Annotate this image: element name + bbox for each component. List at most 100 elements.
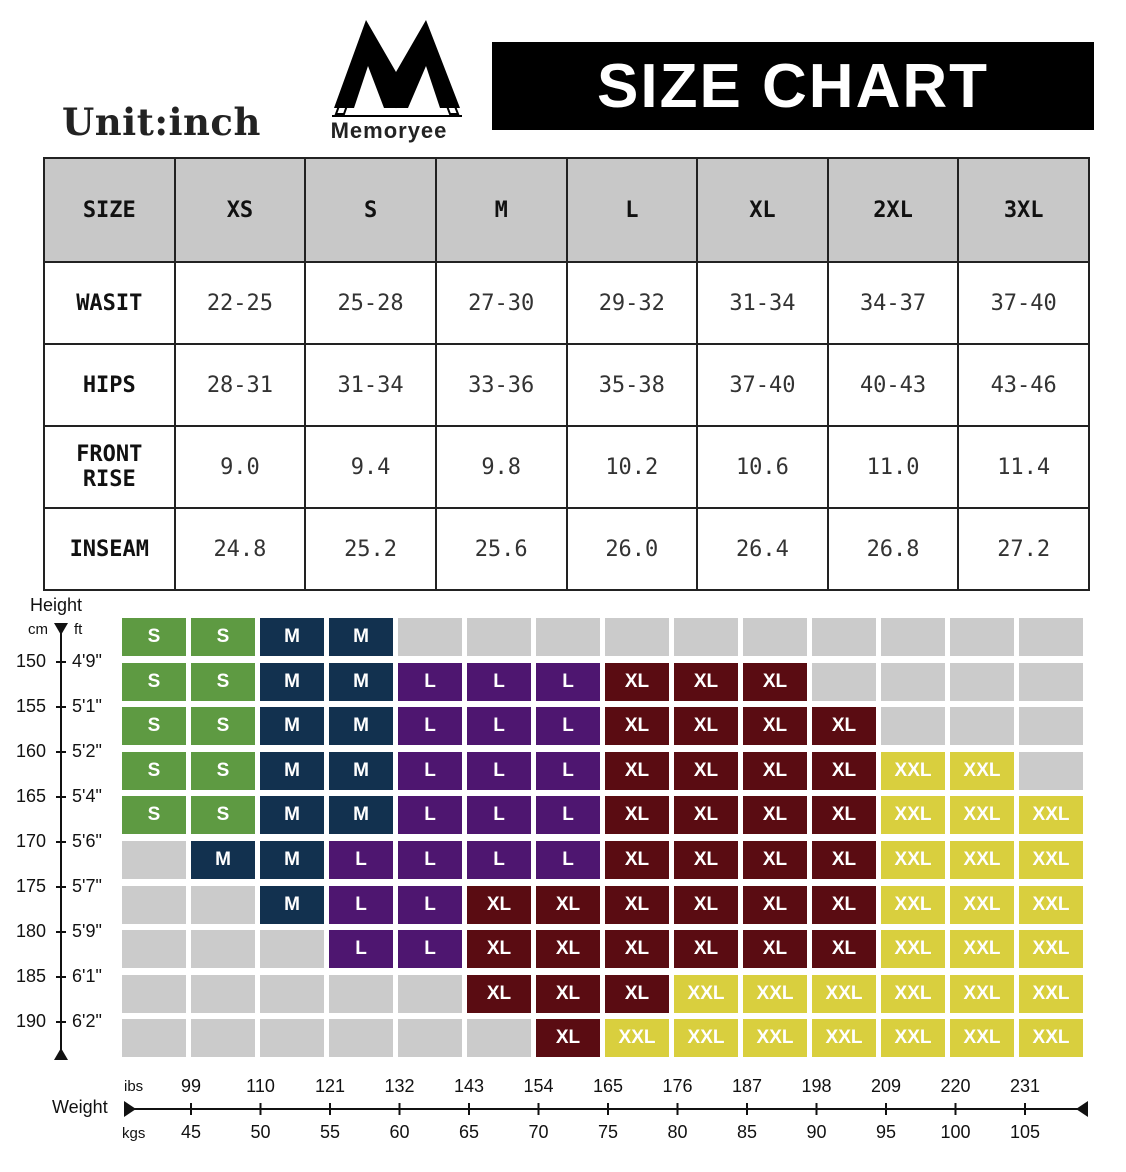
height-cm-label: 170 bbox=[16, 831, 47, 851]
size-cell: M bbox=[329, 707, 393, 746]
empty-cell bbox=[122, 885, 186, 924]
empty-cell bbox=[950, 707, 1014, 746]
empty-cell bbox=[743, 618, 807, 656]
size-cell: XXL bbox=[950, 885, 1014, 924]
empty-cell bbox=[122, 1019, 186, 1058]
size-cell: M bbox=[260, 662, 324, 701]
empty-cell bbox=[191, 885, 255, 924]
size-cell: XXL bbox=[881, 751, 945, 790]
empty-cell bbox=[191, 930, 255, 969]
row-label: HIPS bbox=[43, 343, 176, 427]
height-cm-label: 165 bbox=[16, 786, 47, 806]
empty-cell bbox=[881, 707, 945, 746]
size-cell: M bbox=[329, 796, 393, 835]
size-cell: S bbox=[122, 751, 186, 790]
table-header-cell: 3XL bbox=[957, 157, 1090, 263]
empty-cell bbox=[191, 1019, 255, 1058]
size-cell: XL bbox=[605, 974, 669, 1013]
height-ft-label: 6'1" bbox=[72, 966, 102, 986]
empty-cell bbox=[467, 1019, 531, 1058]
size-cell: S bbox=[122, 707, 186, 746]
empty-cell bbox=[674, 618, 738, 656]
weight-kgs-label: 100 bbox=[940, 1122, 971, 1142]
size-cell: XL bbox=[743, 930, 807, 969]
height-tick bbox=[56, 661, 66, 663]
table-header-cell: 2XL bbox=[826, 157, 960, 263]
size-cell: XL bbox=[536, 885, 600, 924]
size-cell: L bbox=[398, 930, 462, 969]
size-cell: L bbox=[467, 796, 531, 835]
empty-cell bbox=[398, 974, 462, 1013]
size-cell: XL bbox=[743, 751, 807, 790]
weight-axis-line bbox=[124, 1101, 1088, 1117]
size-cell: XL bbox=[812, 841, 876, 879]
size-cell: XL bbox=[605, 662, 669, 701]
height-cm-label: 150 bbox=[16, 651, 47, 671]
size-cell: XL bbox=[467, 930, 531, 969]
size-cell: XXL bbox=[674, 974, 738, 1013]
weight-kgs-label: 45 bbox=[180, 1122, 202, 1142]
size-cell: L bbox=[329, 930, 393, 969]
size-cell: M bbox=[260, 841, 324, 879]
table-cell: 9.8 bbox=[434, 425, 568, 509]
size-cell: M bbox=[329, 662, 393, 701]
size-cell: XL bbox=[674, 662, 738, 701]
weight-kgs-label: 60 bbox=[389, 1122, 410, 1142]
size-cell: L bbox=[467, 662, 531, 701]
empty-cell bbox=[122, 841, 186, 879]
size-cell: M bbox=[260, 618, 324, 656]
empty-cell bbox=[1019, 707, 1083, 746]
weight-kgs-label: 50 bbox=[250, 1122, 271, 1142]
table-cell: 28-31 bbox=[173, 343, 307, 427]
empty-cell bbox=[329, 974, 393, 1013]
empty-cell bbox=[1019, 751, 1083, 790]
size-cell: XL bbox=[536, 1019, 600, 1058]
height-ft-label: 5'7" bbox=[72, 876, 102, 896]
empty-cell bbox=[812, 662, 876, 701]
height-tick bbox=[56, 886, 66, 888]
size-cell: XXL bbox=[743, 1019, 807, 1058]
table-cell: 27-30 bbox=[434, 261, 568, 345]
table-row: FRONT RISE 9.0 9.4 9.8 10.2 10.6 11.0 11… bbox=[43, 425, 1090, 509]
table-header-row: SIZE XS S M L XL 2XL 3XL bbox=[43, 157, 1090, 263]
size-cell: XXL bbox=[881, 885, 945, 924]
weight-lbs-label: 99 bbox=[180, 1076, 202, 1096]
height-ft-label: 5'9" bbox=[72, 921, 102, 941]
size-cell: S bbox=[191, 662, 255, 701]
height-axis-line bbox=[54, 623, 68, 1060]
empty-cell bbox=[329, 1019, 393, 1058]
empty-cell bbox=[122, 974, 186, 1013]
empty-cell bbox=[950, 662, 1014, 701]
size-cell: XL bbox=[743, 707, 807, 746]
size-cell: XL bbox=[674, 796, 738, 835]
size-cell: XXL bbox=[881, 1019, 945, 1058]
weight-lbs-label: 121 bbox=[314, 1076, 346, 1096]
row-label: INSEAM bbox=[43, 507, 176, 591]
size-measurement-table: SIZE XS S M L XL 2XL 3XL WASIT 22-25 25-… bbox=[43, 157, 1090, 591]
table-row: WASIT 22-25 25-28 27-30 29-32 31-34 34-3… bbox=[43, 261, 1090, 345]
empty-cell bbox=[260, 930, 324, 969]
size-cell: M bbox=[329, 618, 393, 656]
size-cell: S bbox=[122, 618, 186, 656]
weight-unit-lbs: ibs bbox=[124, 1078, 144, 1095]
table-header-cell: M bbox=[434, 157, 568, 263]
size-cell: M bbox=[329, 751, 393, 790]
size-cell: XXL bbox=[881, 974, 945, 1013]
size-cell: XL bbox=[605, 930, 669, 969]
size-cell: L bbox=[398, 796, 462, 835]
table-cell: 43-46 bbox=[957, 343, 1090, 427]
size-cell: L bbox=[398, 885, 462, 924]
empty-cell bbox=[191, 974, 255, 1013]
table-header-cell: XL bbox=[696, 157, 829, 263]
table-header-cell: SIZE bbox=[43, 157, 176, 263]
height-unit-cm: cm bbox=[28, 621, 48, 638]
height-tick bbox=[56, 706, 66, 708]
weight-lbs-label: 132 bbox=[384, 1076, 415, 1096]
size-cell: S bbox=[122, 796, 186, 835]
weight-lbs-label: 220 bbox=[940, 1076, 971, 1096]
size-cell: XXL bbox=[950, 796, 1014, 835]
height-axis-title: Height bbox=[30, 595, 83, 615]
table-header-cell: S bbox=[304, 157, 437, 263]
row-label: FRONT RISE bbox=[43, 425, 176, 509]
table-header-cell: L bbox=[565, 157, 699, 263]
